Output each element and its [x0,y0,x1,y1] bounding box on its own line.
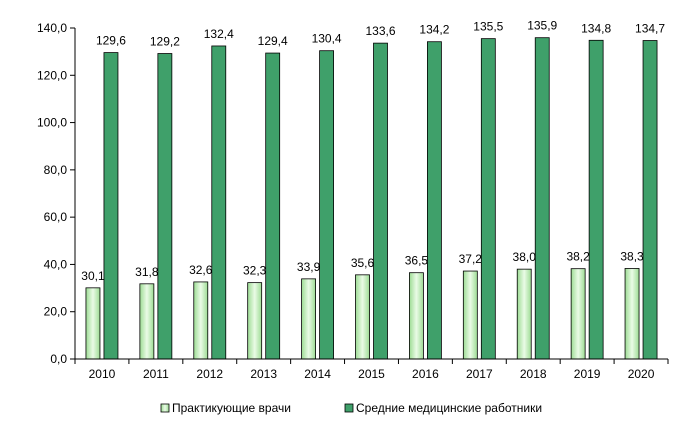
legend-swatch-nurses [344,403,354,413]
data-label-nurses: 133,6 [365,24,395,38]
y-tick-label: 120,0 [37,68,67,82]
legend-swatch-practicing-doctors [160,403,170,413]
data-label-practicing-doctors: 38,3 [620,249,644,263]
y-tick-label: 60,0 [44,210,68,224]
bar-nurses [427,41,442,360]
bar-nurses [103,52,119,360]
x-tick-label: 2018 [520,367,547,381]
data-label-practicing-doctors: 35,6 [351,256,375,270]
x-axis-ticks: 2010 2011 2012 2013 2014 2015 2016 2017 2018 2019… [74,359,669,381]
y-tick-label: 40,0 [44,257,68,271]
data-label-practicing-doctors: 32,6 [189,263,213,277]
bar-practicing-doctors [85,287,101,360]
bar-nurses [319,50,334,360]
x-tick-label: 2019 [574,367,601,381]
y-tick-label: 20,0 [44,305,68,319]
y-tick-label: 140,0 [37,21,67,35]
y-axis-ticks: 0,0 20,0 40,0 60,0 80,0 100,0 120,0 140,0 [37,21,75,366]
bar-practicing-doctors [301,278,316,360]
data-label-nurses: 135,9 [527,19,557,33]
bar-practicing-doctors [516,268,532,360]
data-label-nurses: 129,4 [258,34,288,48]
data-label-nurses: 129,6 [96,34,126,48]
x-tick-label: 2015 [358,367,385,381]
x-tick-label: 2013 [250,367,277,381]
data-label-practicing-doctors: 36,5 [405,254,429,268]
y-tick-label: 80,0 [44,163,68,177]
bar-nurses [157,53,173,360]
bar-nurses [588,39,604,360]
bar-nurses [642,40,658,360]
bar-nurses [373,42,388,360]
data-label-nurses: 135,5 [473,20,503,34]
bar-practicing-doctors [462,270,478,360]
bar-practicing-doctors [193,281,209,360]
bar-nurses [265,52,281,360]
bars-group [85,37,658,360]
data-label-practicing-doctors: 31,8 [135,265,159,279]
x-tick-label: 2016 [412,367,439,381]
data-label-practicing-doctors: 38,0 [513,250,537,264]
data-label-nurses: 130,4 [312,32,342,46]
bar-practicing-doctors [409,272,424,360]
legend: Практикующие врачи Средние медицинские р… [160,401,542,415]
bar-nurses [534,37,550,360]
data-label-nurses: 134,8 [581,21,611,35]
data-label-nurses: 129,2 [150,35,180,49]
data-label-practicing-doctors: 37,2 [459,252,483,266]
data-labels-group: 30,1 129,6 31,8 129,2 32,6 132,4 32,3 129,4 33,9… [81,19,665,283]
data-label-practicing-doctors: 30,1 [81,269,105,283]
data-label-practicing-doctors: 33,9 [297,260,321,274]
x-tick-label: 2010 [89,367,116,381]
bar-practicing-doctors [570,268,586,360]
legend-label-nurses: Средние медицинские работники [356,401,542,415]
y-tick-label: 0,0 [50,352,67,366]
x-tick-label: 2014 [304,367,331,381]
bar-practicing-doctors [624,268,640,360]
data-label-practicing-doctors: 38,2 [566,250,590,264]
bar-nurses [480,38,496,360]
x-tick-label: 2020 [628,367,655,381]
bar-practicing-doctors [247,282,263,360]
legend-label-practicing-doctors: Практикующие врачи [172,401,291,415]
x-tick-label: 2017 [466,367,493,381]
bar-nurses [211,45,227,360]
data-label-nurses: 134,2 [419,23,449,37]
x-tick-label: 2011 [143,367,169,381]
data-label-nurses: 134,7 [635,22,665,36]
bar-practicing-doctors [355,274,370,360]
y-tick-label: 100,0 [37,116,67,130]
data-label-practicing-doctors: 32,3 [243,264,267,278]
data-label-nurses: 132,4 [204,27,234,41]
bar-practicing-doctors [139,283,155,360]
x-tick-label: 2012 [196,367,223,381]
